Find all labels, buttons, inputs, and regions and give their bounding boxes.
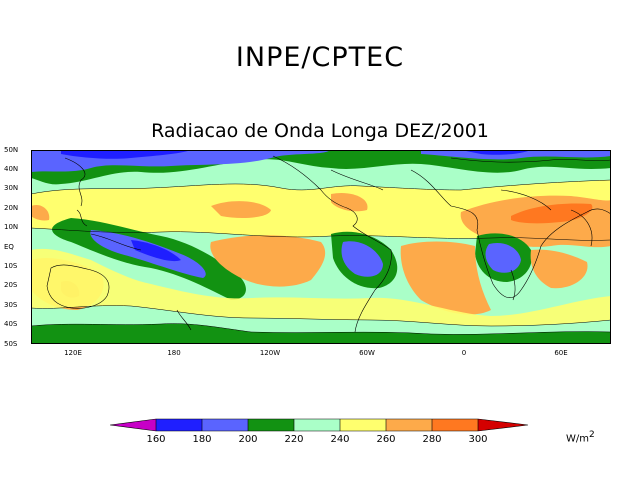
org-title: INPE/CPTEC [235,42,405,73]
lat-label: 10N [4,223,19,231]
map-frame [31,150,611,344]
field-180-amazon [341,241,383,277]
map-title: Radiacao de Onda Longa DEZ/2001 [151,120,489,142]
lon-label: 120W [259,349,281,357]
colorbar-segment [386,419,432,431]
field-180-congo [485,242,521,273]
lat-label: 50N [4,146,19,154]
colorbar-label: 220 [284,434,304,445]
colorbar-label: 240 [330,434,350,445]
lat-label: 50S [4,340,18,348]
field-160-north [61,150,191,159]
lat-label: 40N [4,165,19,173]
field-280-south-atlantic [400,241,491,315]
field-180-north-east [421,150,611,160]
field-280-indian [530,249,588,289]
contour-lines [31,179,611,335]
colorbar [110,418,529,432]
lat-label: 40S [4,320,18,328]
coastlines [46,155,611,333]
colorbar-label: 280 [422,434,442,445]
field-280-caribbean [331,192,368,212]
lon-label: 180 [167,349,181,357]
colorbar-label: 300 [468,434,488,445]
field-280-central-pacific [211,201,271,218]
field-260-south [31,248,611,326]
olr-map-svg [31,150,611,344]
lon-label: 60W [359,349,375,357]
field-160-north-east [461,150,531,155]
unit-label: W/m2 [566,430,595,444]
lon-label: 0 [461,349,467,357]
colorbar-label: 260 [376,434,396,445]
lon-label: 120E [64,349,82,357]
field-300-arabia [511,203,593,224]
lat-label: 20N [4,204,19,212]
olr-map [31,150,611,344]
lat-label: 30N [4,184,19,192]
colorbar-label: 200 [238,434,258,445]
field-280-east-pacific [210,235,326,287]
field-200-south [31,323,611,344]
lat-label: 30S [4,301,18,309]
field-280-west-edge [31,204,50,221]
colorbar-label: 180 [192,434,212,445]
colorbar-label: 160 [146,434,166,445]
colorbar-segment [156,419,202,431]
colorbar-segment [340,419,386,431]
lat-label: 10S [4,262,18,270]
colorbar-segment [432,419,478,431]
lon-label: 60E [554,349,568,357]
colorbar-segment [202,419,248,431]
lat-label: EQ [4,243,14,251]
colorbar-high-arrow [478,419,528,431]
colorbar-segment [294,419,340,431]
unit-power: 2 [589,430,595,440]
unit-text: W/m [566,433,589,445]
colorbar-segment [248,419,294,431]
lat-label: 20S [4,281,18,289]
colorbar-low-arrow [110,419,156,431]
field-160-warmpool [131,240,181,262]
